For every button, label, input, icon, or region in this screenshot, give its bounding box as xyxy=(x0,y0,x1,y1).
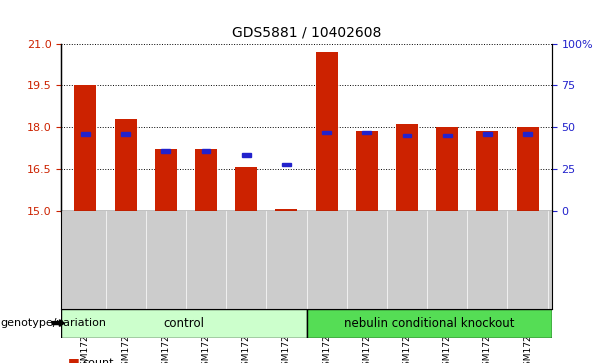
Bar xyxy=(523,132,532,136)
Bar xyxy=(61,309,306,338)
Bar xyxy=(517,127,539,211)
Bar xyxy=(396,124,418,211)
Bar xyxy=(121,132,130,136)
Bar xyxy=(306,309,552,338)
Bar xyxy=(282,163,291,166)
Bar xyxy=(235,167,257,211)
Bar xyxy=(115,119,137,211)
Bar xyxy=(443,134,452,137)
Bar xyxy=(316,52,338,211)
Bar xyxy=(483,132,492,136)
Bar xyxy=(322,131,331,134)
Title: GDS5881 / 10402608: GDS5881 / 10402608 xyxy=(232,26,381,40)
Text: ■: ■ xyxy=(67,356,79,363)
Bar xyxy=(154,149,177,211)
Text: count: count xyxy=(83,358,114,363)
Text: genotype/variation: genotype/variation xyxy=(0,318,106,328)
Bar xyxy=(242,153,251,157)
Bar xyxy=(81,132,90,136)
Bar xyxy=(202,149,210,152)
Text: control: control xyxy=(164,317,204,330)
Text: nebulin conditional knockout: nebulin conditional knockout xyxy=(344,317,514,330)
Bar xyxy=(362,131,371,134)
Bar xyxy=(436,127,459,211)
Bar xyxy=(275,209,297,211)
Bar xyxy=(403,134,411,137)
Bar xyxy=(356,131,378,211)
Bar xyxy=(74,85,96,211)
Bar xyxy=(161,149,170,152)
Bar xyxy=(195,149,217,211)
Bar xyxy=(476,131,498,211)
